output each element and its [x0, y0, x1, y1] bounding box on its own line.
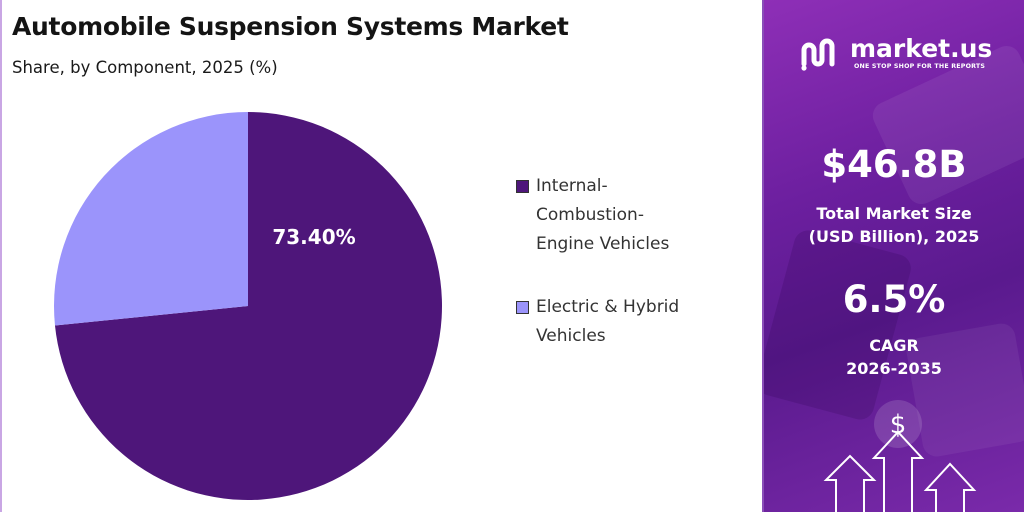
legend-item-ice-vehicles: Internal- Combustion- Engine Vehicles — [516, 172, 716, 259]
background-shape — [764, 227, 914, 423]
pie-slice-electric-hybrid — [53, 112, 248, 326]
market-size-value: $46.8B — [821, 143, 967, 186]
brand-logo[interactable]: market.us ONE STOP SHOP FOR THE REPORTS — [798, 34, 1008, 74]
pie-slice-ice-vehicles — [54, 112, 443, 500]
market-us-logo-icon — [801, 38, 835, 71]
dollar-icon: $ — [890, 410, 907, 440]
legend-label-line: Electric & Hybrid — [536, 297, 680, 317]
chart-panel: Automobile Suspension Systems Market Sha… — [0, 0, 764, 512]
legend-swatch-ice-vehicles — [516, 180, 529, 193]
chart-legend: Internal- Combustion- Engine Vehicles El… — [516, 172, 716, 351]
legend-swatch-electric-hybrid — [516, 301, 529, 314]
market-summary-panel: market.us ONE STOP SHOP FOR THE REPORTS … — [764, 0, 1024, 512]
legend-label-line: Vehicles — [536, 326, 606, 346]
cagr-value: 6.5% — [842, 278, 946, 321]
growth-arrows-icon: $ — [823, 400, 977, 512]
legend-item-electric-hybrid: Electric & Hybrid Vehicles — [516, 293, 716, 351]
legend-label-line: Internal- — [536, 176, 608, 196]
legend-label-line: Combustion- — [536, 205, 644, 225]
market-size-label-year: (USD Billion), 2025 — [808, 227, 980, 246]
pie-data-label: 73.40% — [272, 225, 355, 249]
cagr-period-label: 2026-2035 — [846, 359, 942, 378]
brand-name: market.us — [850, 34, 993, 63]
pie-chart: 73.40% — [53, 112, 443, 500]
chart-subtitle: Share, by Component, 2025 (%) — [12, 58, 278, 77]
chart-title: Automobile Suspension Systems Market — [12, 12, 569, 41]
brand-tagline: ONE STOP SHOP FOR THE REPORTS — [854, 63, 986, 70]
cagr-label: CAGR — [869, 336, 919, 355]
legend-label-line: Engine Vehicles — [536, 234, 670, 254]
market-size-label: Total Market Size — [816, 204, 972, 223]
